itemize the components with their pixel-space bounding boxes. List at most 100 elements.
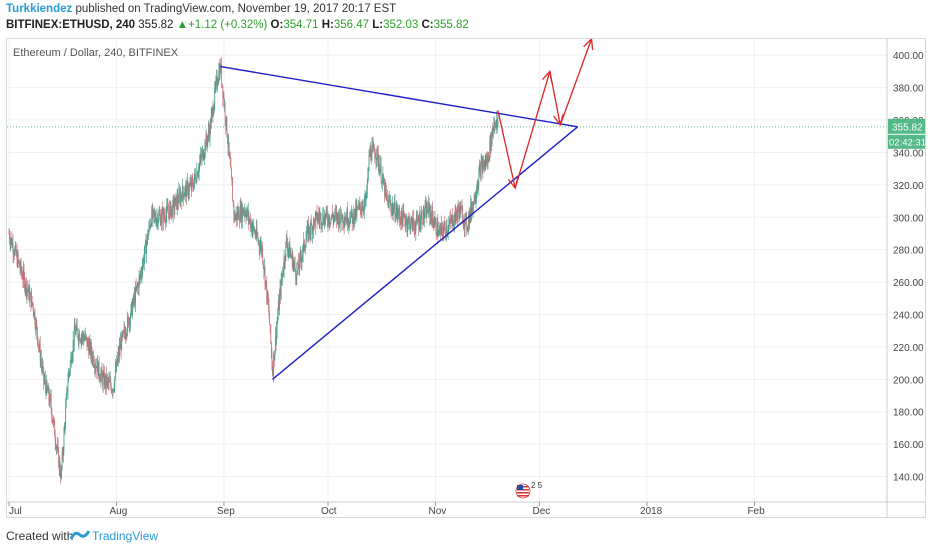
candle-body bbox=[125, 334, 127, 336]
candle-body bbox=[453, 223, 455, 226]
candle-body bbox=[470, 203, 472, 215]
candle-body bbox=[90, 345, 92, 356]
candle-body bbox=[211, 111, 213, 116]
candle-body bbox=[225, 119, 227, 126]
candle-body bbox=[138, 277, 140, 289]
candle-body bbox=[34, 312, 36, 325]
candle-body bbox=[292, 263, 294, 270]
candle-body bbox=[16, 252, 17, 255]
candle-body bbox=[17, 254, 19, 266]
chart-frame[interactable]: 140.00 160.00 180.00 200.00 220.00 240.00 260.… bbox=[6, 38, 926, 518]
candle-body bbox=[302, 244, 304, 254]
candle-body bbox=[164, 216, 165, 217]
candle-body bbox=[413, 218, 414, 225]
candle-body bbox=[161, 213, 162, 222]
candle-body bbox=[90, 342, 91, 356]
candle-body bbox=[353, 219, 355, 224]
event-flag-icon bbox=[515, 483, 531, 499]
candle-body bbox=[380, 164, 381, 171]
candle-body bbox=[477, 185, 479, 190]
y-tick-label: 340.00 bbox=[893, 148, 924, 159]
candle-body bbox=[244, 210, 246, 215]
candle-body bbox=[10, 240, 12, 244]
candle-body bbox=[384, 185, 386, 197]
candle-body bbox=[51, 418, 53, 420]
candle-body bbox=[72, 353, 73, 360]
candle-body bbox=[158, 214, 160, 216]
candle-body bbox=[251, 223, 253, 232]
x-tick-label: Feb bbox=[747, 506, 765, 517]
candle-body bbox=[220, 65, 222, 71]
candle-body bbox=[129, 316, 131, 325]
candle-body bbox=[17, 254, 19, 261]
candle-body bbox=[255, 235, 257, 237]
candle-body bbox=[34, 312, 35, 317]
candle-body bbox=[8, 233, 10, 235]
candle-body bbox=[24, 287, 26, 289]
candle-body bbox=[180, 194, 182, 197]
y-tick-label: 260.00 bbox=[893, 278, 924, 289]
candle-body bbox=[71, 359, 73, 364]
candle-body bbox=[350, 209, 352, 216]
candle-body bbox=[33, 310, 35, 317]
candle-body bbox=[435, 219, 437, 233]
candle-body bbox=[130, 306, 132, 317]
candle-body bbox=[259, 246, 261, 251]
candle-body bbox=[167, 207, 169, 213]
candle-body bbox=[144, 244, 146, 256]
candle-body bbox=[307, 224, 309, 227]
candle-body bbox=[236, 213, 238, 220]
candle-body bbox=[276, 329, 277, 343]
candle-body bbox=[123, 328, 125, 332]
candle-body bbox=[411, 216, 413, 230]
candle-body bbox=[209, 123, 211, 139]
candle-body bbox=[212, 107, 213, 112]
candle-body bbox=[425, 204, 427, 207]
author-link[interactable]: Turkkiendez bbox=[6, 3, 73, 15]
candle-body bbox=[56, 446, 58, 449]
candle-body bbox=[433, 224, 435, 226]
x-tick-label: Dec bbox=[532, 506, 550, 517]
candle-body bbox=[94, 365, 95, 369]
candle-body bbox=[354, 209, 356, 218]
candle-body bbox=[309, 226, 310, 233]
candle-body bbox=[341, 218, 343, 222]
candle-body bbox=[343, 223, 345, 225]
candle-body bbox=[406, 219, 408, 229]
candle-body bbox=[108, 380, 110, 383]
candle-body bbox=[162, 210, 164, 223]
candle-body bbox=[87, 340, 88, 347]
candle-body bbox=[428, 201, 430, 206]
candle-body bbox=[239, 206, 241, 221]
candle-body bbox=[46, 381, 48, 389]
candle-body bbox=[419, 214, 421, 228]
candle-body bbox=[184, 187, 186, 195]
candle-body bbox=[43, 380, 45, 382]
candle-body bbox=[459, 203, 461, 214]
candle-body bbox=[455, 207, 457, 222]
candle-body bbox=[120, 341, 122, 350]
candle-body bbox=[20, 261, 21, 269]
tradingview-link[interactable]: TradingView bbox=[92, 529, 159, 543]
candle-body bbox=[424, 206, 426, 215]
candle-body bbox=[190, 182, 191, 185]
candle-body bbox=[346, 218, 347, 223]
candle-body bbox=[291, 254, 293, 259]
candle-body bbox=[188, 185, 190, 192]
price-chart[interactable]: 140.00 160.00 180.00 200.00 220.00 240.00 260.… bbox=[7, 39, 925, 517]
candle-body bbox=[264, 267, 266, 285]
candle-body bbox=[398, 209, 399, 214]
candle-body bbox=[28, 286, 30, 301]
candle-body bbox=[42, 366, 44, 368]
candle-body bbox=[427, 212, 429, 214]
candle-body bbox=[19, 261, 20, 267]
candle-body bbox=[455, 207, 457, 215]
candle-body bbox=[172, 205, 173, 216]
close-value: 355.82 bbox=[433, 19, 469, 31]
candle-body bbox=[358, 205, 360, 206]
candle-body bbox=[102, 375, 104, 386]
candle-body bbox=[317, 214, 319, 220]
candle-body bbox=[252, 223, 254, 229]
candle-body bbox=[441, 224, 443, 227]
candle-body bbox=[448, 224, 450, 231]
